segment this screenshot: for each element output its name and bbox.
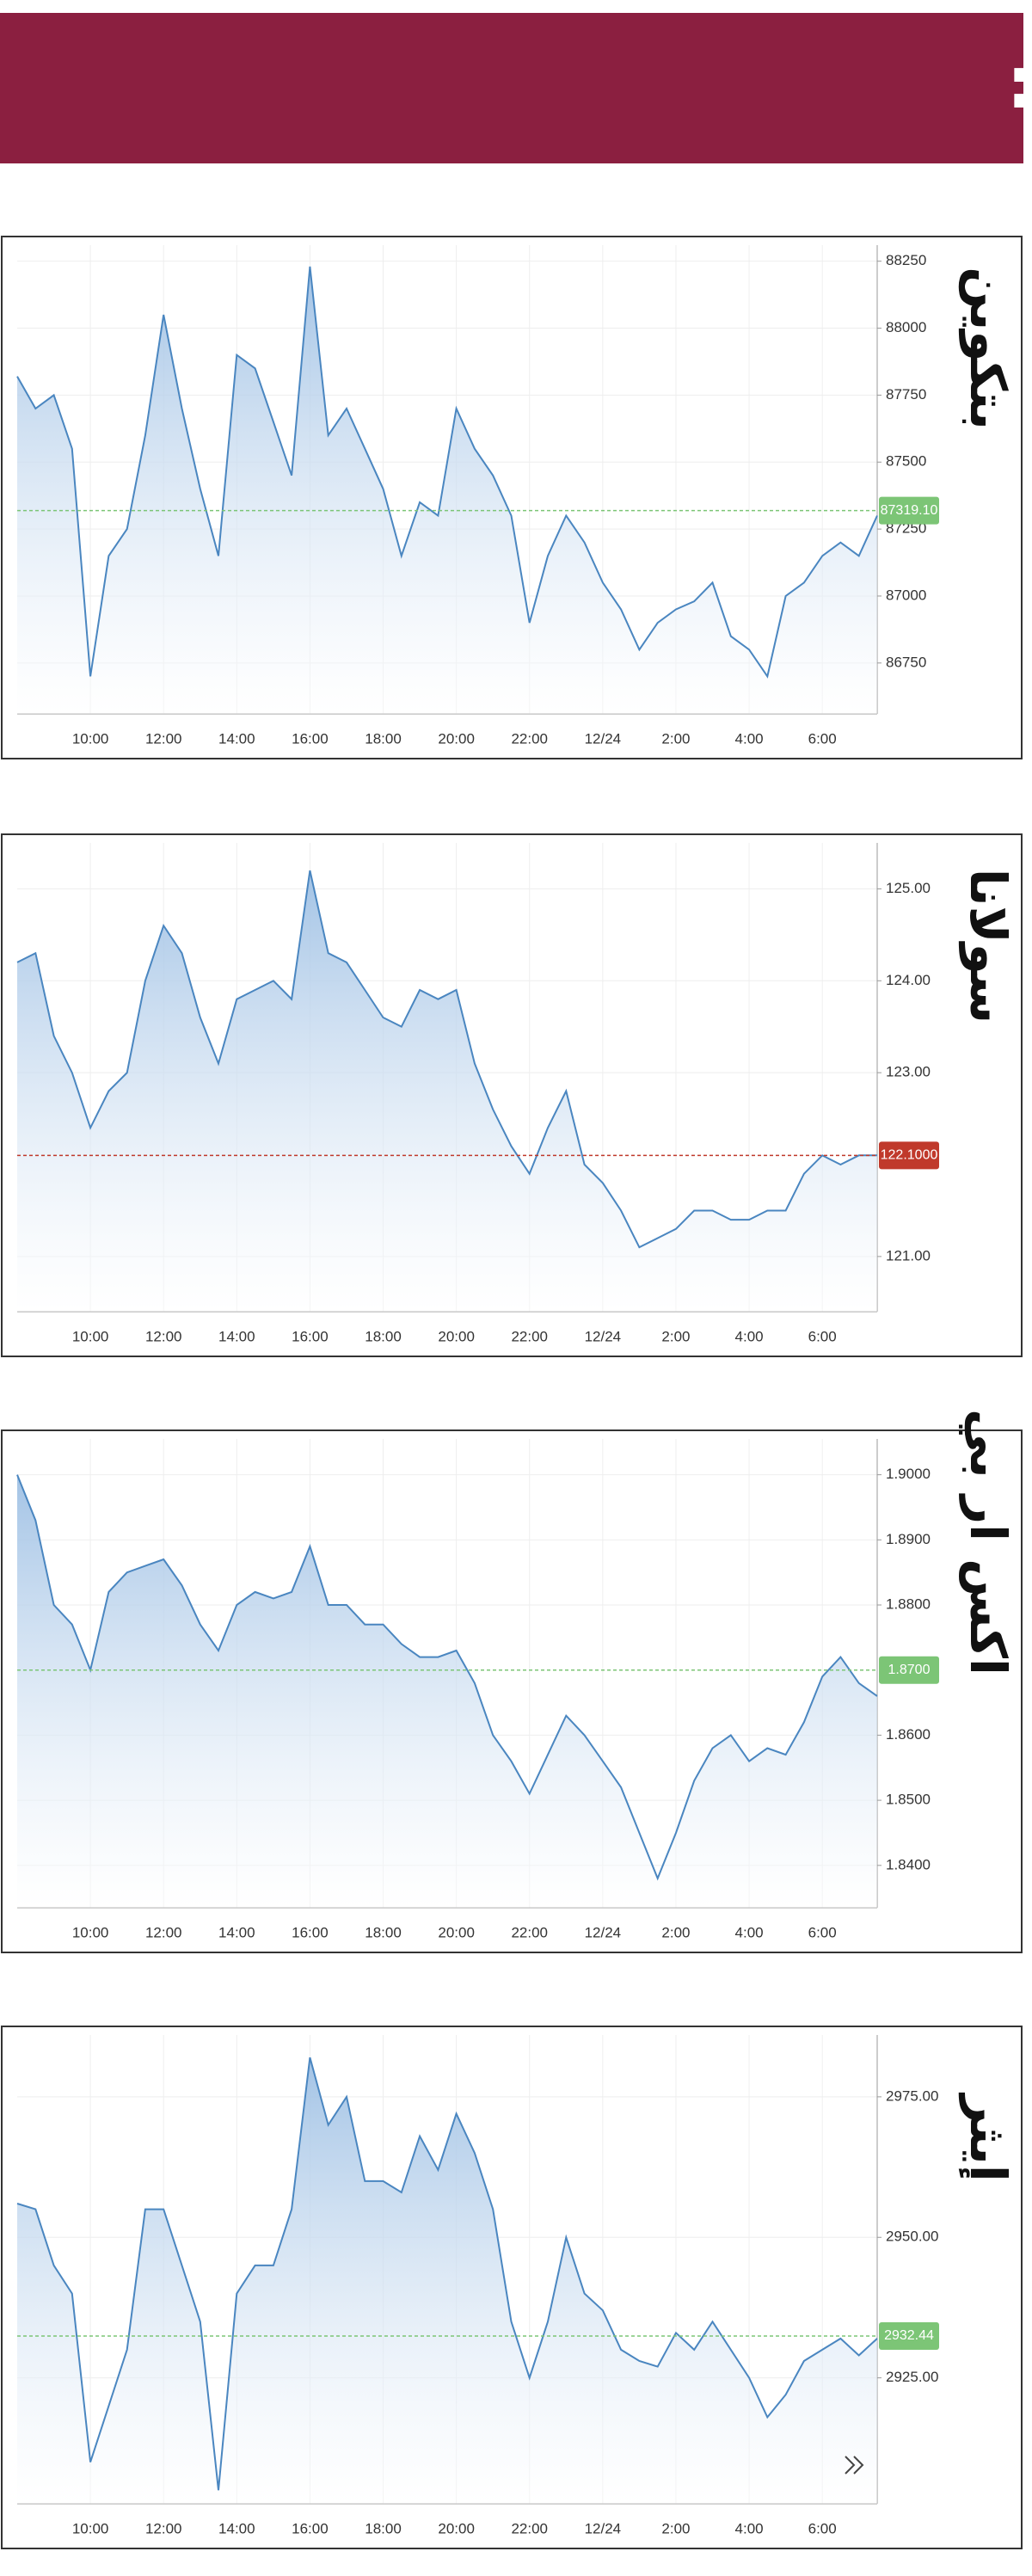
price-box [879, 1141, 939, 1170]
x-tick-label: 6:00 [808, 1924, 837, 1940]
x-tick-label: 4:00 [735, 730, 764, 747]
chart: 121.00 123.00 124.00 125.00 10:00 12:00 14:00 1… [1, 833, 1023, 1357]
line [16, 2056, 878, 2491]
y-tick-label: 88250 [886, 252, 926, 268]
x-tick-label: 16:00 [292, 730, 329, 747]
y-tick-label: 2975.00 [886, 2087, 938, 2104]
scroll-icon [845, 2456, 864, 2475]
x-tick-label: 2:00 [661, 1328, 690, 1344]
line [16, 870, 877, 1249]
x-tick-label: 14:00 [218, 1924, 255, 1940]
area [17, 2057, 877, 2504]
x-tick-label: 22:00 [511, 2520, 548, 2536]
x-tick-label: 22:00 [511, 1924, 548, 1940]
price-box [879, 1656, 939, 1684]
x-tick-label: 16:00 [292, 2520, 329, 2536]
area [17, 266, 877, 714]
x-tick-label: 10:00 [72, 1328, 109, 1344]
x-tick-label: 20:00 [438, 730, 475, 747]
y-tick-label: 125.00 [886, 880, 931, 896]
x-tick-label: 4:00 [735, 1924, 764, 1940]
chart: 8675087000872508750087750880008825010:00… [1, 236, 1023, 759]
price-box [879, 496, 939, 525]
chart-title: بتكوين [958, 267, 1017, 430]
y-tick-label: 1.8800 [886, 1596, 931, 1613]
header-title: تحركات العملات الرقمية: [1006, 40, 1032, 126]
x-tick-label: 6:00 [808, 1328, 837, 1344]
x-tick-label: 14:00 [218, 730, 255, 747]
y-tick-label: 87000 [886, 587, 926, 603]
y-tick-label: 1.8400 [886, 1856, 931, 1872]
chart-title: إيثر [958, 2092, 1017, 2181]
x-tick-label: 10:00 [72, 730, 109, 747]
x-tick-label: 12:00 [145, 730, 182, 747]
area [17, 870, 877, 1312]
x-tick-label: 12/24 [585, 1328, 622, 1344]
y-tick-label: 2950.00 [886, 2229, 938, 2245]
x-tick-label: 12:00 [145, 1924, 182, 1940]
x-tick-label: 6:00 [808, 2520, 837, 2536]
price-label: 1.8700 [888, 1663, 931, 1677]
x-tick-label: 20:00 [438, 2520, 475, 2536]
x-tick-label: 4:00 [735, 1328, 764, 1344]
chart-title: اكس ار بي [959, 1409, 1017, 1675]
x-tick-label: 16:00 [292, 1924, 329, 1940]
y-tick-label: 124.00 [886, 972, 931, 988]
x-tick-label: 12:00 [145, 2520, 182, 2536]
y-tick-label: 1.8900 [886, 1531, 931, 1547]
x-tick-label: 16:00 [292, 1328, 329, 1344]
y-tick-label: 1.8600 [886, 1726, 931, 1743]
x-tick-label: 14:00 [218, 2520, 255, 2536]
x-tick-label: 18:00 [365, 1924, 402, 1940]
x-tick-label: 10:00 [72, 2520, 109, 2536]
price-label: 87319.10 [881, 503, 938, 518]
header-band [0, 13, 1023, 163]
price-box [879, 2322, 939, 2351]
line [16, 266, 878, 679]
chart: 2925.00 2950.00 2975.00 10:00 12:00 14:00 16:0… [1, 2026, 1023, 2549]
x-tick-label: 2:00 [661, 2520, 690, 2536]
chart: 1.8400 1.8500 1.8600 1.8800 1.8900 1.9000 10:0… [1, 1409, 1023, 1953]
x-tick-label: 22:00 [511, 730, 548, 747]
x-tick-label: 4:00 [735, 2520, 764, 2536]
x-tick-label: 18:00 [365, 2520, 402, 2536]
x-tick-label: 12/24 [585, 1924, 622, 1940]
area [17, 1474, 877, 1908]
x-tick-label: 12:00 [145, 1328, 182, 1344]
x-tick-label: 10:00 [72, 1924, 109, 1940]
y-tick-label: 1.9000 [886, 1466, 931, 1482]
x-tick-label: 20:00 [438, 1924, 475, 1940]
chart-title: سولانا [958, 869, 1017, 1024]
y-tick-label: 2925.00 [886, 2369, 938, 2385]
x-tick-label: 6:00 [808, 730, 837, 747]
x-tick-label: 18:00 [365, 1328, 402, 1344]
y-tick-label: 123.00 [886, 1064, 931, 1080]
x-tick-label: 12/24 [585, 2520, 622, 2536]
y-tick-label: 1.8500 [886, 1792, 931, 1808]
y-tick-label: 87750 [886, 386, 926, 403]
x-tick-label: 2:00 [661, 730, 690, 747]
x-tick-label: 22:00 [511, 1328, 548, 1344]
x-tick-label: 20:00 [438, 1328, 475, 1344]
y-tick-label: 87500 [886, 453, 926, 470]
price-label: 122.1000 [881, 1148, 938, 1163]
y-tick-label: 88000 [886, 319, 926, 335]
x-tick-label: 2:00 [661, 1924, 690, 1940]
line [16, 1474, 878, 1881]
y-tick-label: 86750 [886, 654, 926, 670]
x-tick-label: 14:00 [218, 1328, 255, 1344]
y-tick-label: 121.00 [886, 1247, 931, 1263]
x-tick-label: 12/24 [585, 730, 622, 747]
x-tick-label: 18:00 [365, 730, 402, 747]
price-label: 2932.44 [884, 2328, 934, 2343]
